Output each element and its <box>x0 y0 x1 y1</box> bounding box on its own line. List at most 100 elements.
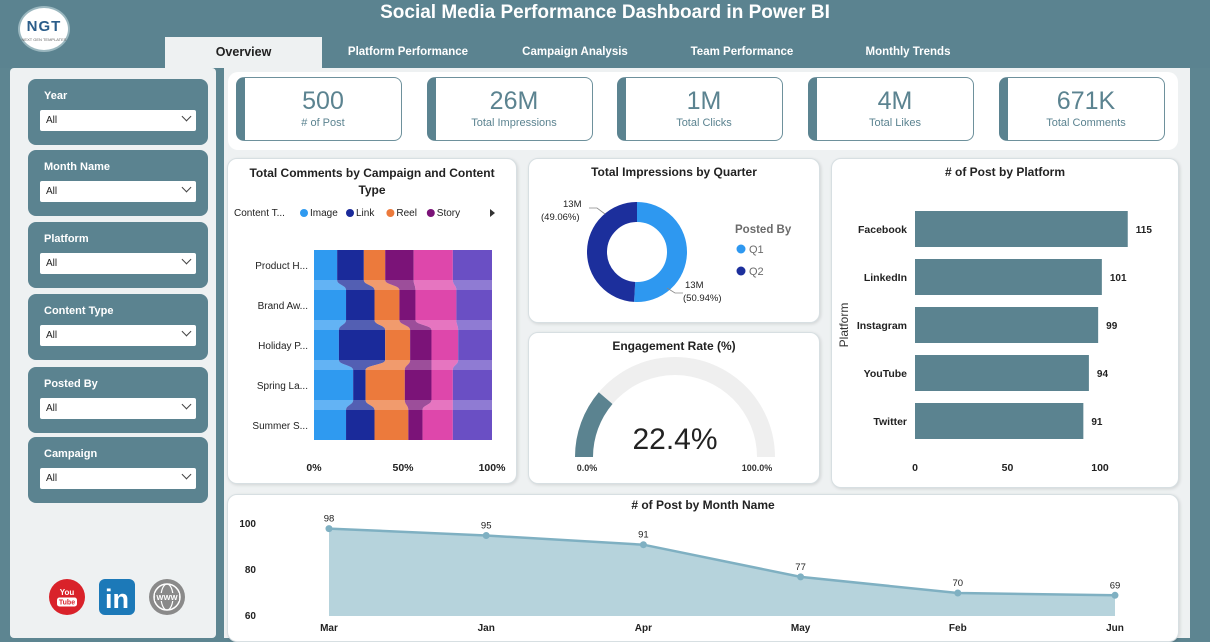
ribbon-bar-segment <box>410 330 432 360</box>
kpi-value: 26M <box>489 87 539 115</box>
ribbon-bar-segment <box>431 370 453 400</box>
slicer-label: Campaign <box>44 448 98 460</box>
category-label: Product H... <box>255 261 308 272</box>
ribbon-bar-segment <box>353 370 366 400</box>
campaign-dropdown[interactable]: All <box>40 468 196 489</box>
comments-by-campaign-chart-card[interactable]: Total Comments by Campaign and Content T… <box>227 158 517 484</box>
posts-by-platform-chart-card[interactable]: # of Post by Platform Facebook 115 LinkedI… <box>831 158 1179 488</box>
legend-marker <box>300 209 308 217</box>
area-fill <box>329 528 1115 616</box>
tab-monthly-trends[interactable]: Monthly Trends <box>865 46 951 58</box>
data-label: 115 <box>1136 225 1153 236</box>
slicer-label: Content Type <box>44 305 114 317</box>
slicer-campaign: Campaign All <box>28 437 208 503</box>
x-tick-label: 100 <box>1091 462 1109 474</box>
youtube-icon-text-you: You <box>60 588 75 597</box>
data-label: 94 <box>1097 369 1109 380</box>
year-dropdown[interactable]: All <box>40 110 196 131</box>
ribbon-bar-segment <box>431 330 459 360</box>
donut-chart: 13M (50.94%) 13M (49.06%) Posted By Q1 Q2 <box>541 199 792 304</box>
kpi-label: Total Clicks <box>676 117 732 129</box>
ribbon-connector <box>399 320 432 330</box>
platform-dropdown[interactable]: All <box>40 253 196 274</box>
data-label: 91 <box>638 530 649 541</box>
ribbon-bar-segment <box>385 250 414 280</box>
ribbon-connector <box>338 360 386 370</box>
ribbon-connector <box>404 360 432 370</box>
kpi-card-comments[interactable]: 671K Total Comments <box>999 77 1165 141</box>
linkedin-icon[interactable]: in <box>98 578 136 616</box>
area-line <box>328 527 1116 597</box>
donut-value-label: 13M <box>685 280 704 291</box>
platform-label: YouTube <box>864 368 908 380</box>
donut-slice-q1 <box>634 202 687 302</box>
legend-entry: Q1 <box>749 244 764 256</box>
youtube-icon-text-tube: Tube <box>59 600 75 607</box>
x-tick-label: Jan <box>478 623 495 634</box>
data-label: 69 <box>1110 580 1121 591</box>
data-label: 98 <box>324 514 335 525</box>
legend-marker <box>426 209 435 217</box>
ribbon-bar-segment <box>415 290 457 320</box>
legend-scroll-arrow-icon <box>490 209 495 217</box>
ribbon-bar-segment <box>314 250 338 280</box>
tab-team-performance[interactable]: Team Performance <box>690 46 794 58</box>
data-label: 70 <box>953 578 964 589</box>
y-tick-label: 100 <box>239 519 256 530</box>
ribbon-bar-segment <box>413 250 453 280</box>
kpi-card-impressions[interactable]: 26M Total Impressions <box>427 77 593 141</box>
legend-title: Posted By <box>735 224 792 236</box>
posted-by-dropdown[interactable]: All <box>40 398 196 419</box>
content-type-dropdown[interactable]: All <box>40 325 196 346</box>
ribbon-connector <box>314 400 354 410</box>
ribbon-bar-segment <box>314 290 347 320</box>
ribbon-connector <box>452 400 492 410</box>
legend-marker <box>736 266 746 276</box>
ribbon-connector <box>422 400 453 410</box>
web-globe-icon[interactable]: WWW <box>148 578 186 616</box>
tab-overview[interactable]: Overview <box>165 37 322 68</box>
platform-bar <box>915 211 1128 247</box>
engagement-rate-gauge-card[interactable]: Engagement Rate (%) 22.4% 0.0% 100.0% <box>528 332 820 484</box>
ribbon-bar-segment <box>365 370 405 400</box>
gauge-value: 22.4% <box>632 423 717 456</box>
ribbon-connector <box>415 320 459 330</box>
ribbon-connector <box>374 320 411 330</box>
header-bar: NGT NEXT GEN TEMPLATES Social Media Perf… <box>0 0 1210 68</box>
kpi-strip: 500 # of Post 26M Total Impressions 1M T… <box>228 72 1178 150</box>
tab-platform-performance[interactable]: Platform Performance <box>347 46 469 58</box>
slicer-year: Year All <box>28 79 208 145</box>
month-area-chart: 98 95 91 77 70 69 Mar Jan Apr May Feb Jun 100 80 60 <box>239 514 1124 634</box>
month-name-dropdown[interactable]: All <box>40 181 196 202</box>
ribbon-connector <box>365 400 409 410</box>
ribbon-bar-segment <box>404 370 432 400</box>
donut-value-label: 13M <box>563 199 582 210</box>
legend-entry: Story <box>437 208 460 219</box>
kpi-card-clicks[interactable]: 1M Total Clicks <box>617 77 783 141</box>
ribbon-bar-segment <box>363 250 386 280</box>
x-tick-label: May <box>791 623 811 634</box>
chart-title: Total Impressions by Quarter <box>591 165 757 179</box>
posts-by-month-chart-card[interactable]: # of Post by Month Name 98 95 91 77 70 69 Mar J… <box>227 494 1179 642</box>
youtube-icon[interactable]: You Tube <box>48 578 86 616</box>
chart-title: Total Comments by Campaign and Content T… <box>249 166 495 197</box>
x-tick-label: 50 <box>1002 462 1014 474</box>
gauge-track <box>575 357 775 457</box>
ribbon-connector <box>338 320 386 330</box>
legend-marker <box>386 209 395 217</box>
slicer-month-name: Month Name All <box>28 150 208 216</box>
gauge-min-label: 0.0% <box>577 463 598 473</box>
slicer-platform: Platform All <box>28 222 208 288</box>
kpi-card-likes[interactable]: 4M Total Likes <box>808 77 974 141</box>
impressions-by-quarter-chart-card[interactable]: Total Impressions by Quarter 13M (50.94%)… <box>528 158 820 323</box>
kpi-value: 500 <box>302 87 344 115</box>
linkedin-icon-text: in <box>105 584 129 614</box>
tab-campaign-analysis[interactable]: Campaign Analysis <box>522 46 628 58</box>
ribbon-bar-segment <box>337 250 364 280</box>
legend-marker <box>346 209 354 217</box>
web-icon-text: WWW <box>156 593 178 602</box>
ribbon-bar-segment <box>314 330 339 360</box>
logo-subtext: NEXT GEN TEMPLATES <box>21 37 67 42</box>
x-tick-label: Feb <box>949 623 967 634</box>
kpi-card-posts[interactable]: 500 # of Post <box>236 77 402 141</box>
